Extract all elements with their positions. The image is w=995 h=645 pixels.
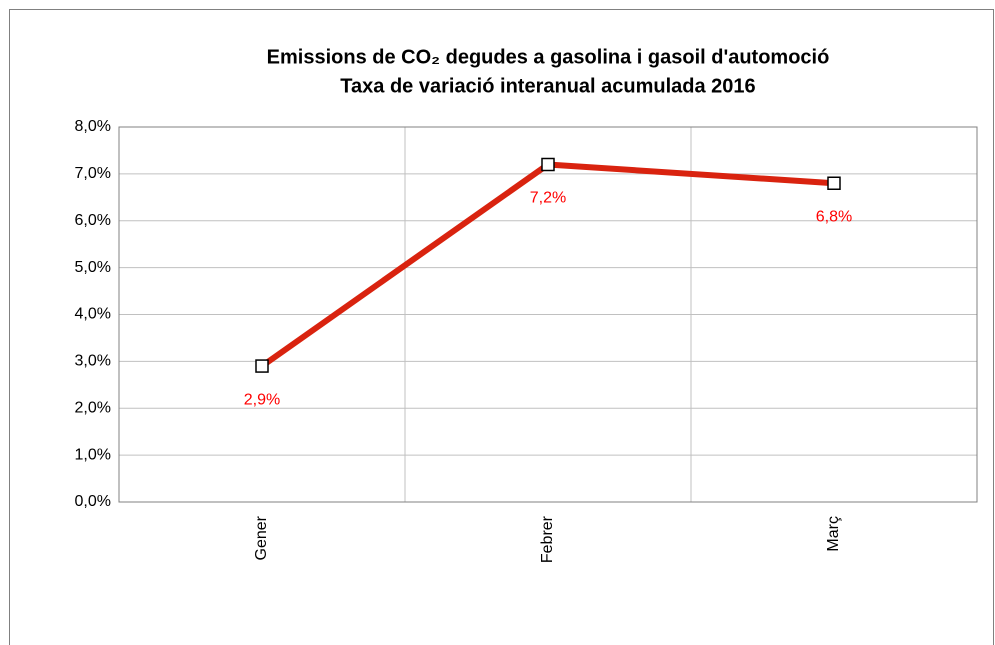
- marker: [255, 359, 269, 373]
- marker: [827, 176, 841, 190]
- y-tick-label: 4,0%: [75, 306, 111, 323]
- y-tick-label: 8,0%: [75, 118, 111, 135]
- y-tick-label: 0,0%: [75, 493, 111, 510]
- chart-subtitle: Taxa de variació interanual acumulada 20…: [340, 75, 755, 97]
- data-label: 2,9%: [244, 391, 280, 408]
- y-tick-label: 7,0%: [75, 165, 111, 182]
- data-label: 7,2%: [530, 190, 566, 207]
- data-label: 6,8%: [816, 208, 852, 225]
- y-tick-label: 3,0%: [75, 353, 111, 370]
- y-tick-label: 2,0%: [75, 399, 111, 416]
- chart-title: Emissions de CO₂ degudes a gasolina i ga…: [267, 46, 830, 68]
- plot-border: [118, 126, 978, 503]
- chart-frame: [9, 9, 994, 645]
- y-tick-label: 1,0%: [75, 446, 111, 463]
- x-tick-label: Febrer: [539, 515, 556, 563]
- y-tick-label: 6,0%: [75, 212, 111, 229]
- x-tick-label: Març: [825, 516, 842, 552]
- y-tick-label: 5,0%: [75, 259, 111, 276]
- x-tick-label: Gener: [253, 515, 270, 560]
- marker: [541, 157, 555, 172]
